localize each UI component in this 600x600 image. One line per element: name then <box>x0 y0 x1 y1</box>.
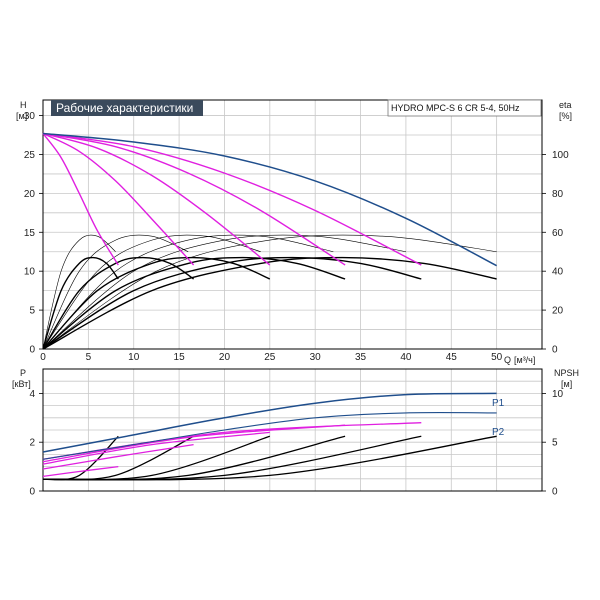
head-axis-label: H <box>20 100 27 110</box>
npsh-axis-unit: [м] <box>561 379 572 389</box>
x-tick-label: 40 <box>400 352 412 363</box>
x-tick-label: 30 <box>310 352 322 363</box>
power-tick-label: 0 <box>29 487 35 498</box>
eta-curve <box>42 256 119 350</box>
x-tick-label: 10 <box>128 352 140 363</box>
eta-curve <box>42 256 271 350</box>
pump-head-curve <box>42 132 271 266</box>
eta-thin-curve <box>42 234 261 350</box>
eta-tick-label: 60 <box>552 228 564 239</box>
x-tick-label: 20 <box>219 352 231 363</box>
head-tick-label: 15 <box>24 228 36 239</box>
power-axis-label: P <box>20 368 26 378</box>
eta-axis-unit: [%] <box>559 111 572 121</box>
eta-thin-curve <box>42 234 189 350</box>
eta-tick-label: 20 <box>552 306 564 317</box>
head-curves <box>42 132 497 350</box>
head-tick-label: 10 <box>24 267 36 278</box>
pump-head-curve <box>42 132 422 266</box>
title-box <box>51 100 203 116</box>
power-curves <box>42 392 497 481</box>
eta-tick-label: 100 <box>552 150 569 161</box>
eta-curve <box>42 256 422 350</box>
chart-title: Рабочие характеристики <box>56 101 193 115</box>
pump-power-curve <box>42 465 119 478</box>
eta-axis-label: eta <box>559 100 572 110</box>
flow-axis-label: Q <box>504 355 511 365</box>
x-tick-label: 35 <box>355 352 367 363</box>
x-tick-label: 50 <box>491 352 503 363</box>
x-tick-label: 45 <box>446 352 458 363</box>
pump-head-curve <box>42 132 346 266</box>
npsh-tick-label: 0 <box>552 487 558 498</box>
head-tick-label: 20 <box>24 189 36 200</box>
eta-curve <box>42 256 497 350</box>
npsh-tick-label: 5 <box>552 438 558 449</box>
model-box <box>387 99 542 117</box>
power-tick-label: 4 <box>29 389 35 400</box>
eta-thin-curve <box>42 234 334 350</box>
p2-power-curve <box>42 411 497 460</box>
flow-axis-unit: [м³/ч] <box>514 355 535 365</box>
head-tick-label: 0 <box>29 345 35 356</box>
x-tick-label: 15 <box>174 352 186 363</box>
head-grid: 0 5 10 15 20 25 30 35 40 45 50 0 5 10 15 20 25 30 0 20 40 60 8… <box>24 99 569 363</box>
p1-label: P1 <box>492 398 505 409</box>
model-label: HYDRO MPC-S 6 CR 5-4, 50Hz <box>391 103 520 113</box>
head-frame <box>42 99 543 350</box>
eta-thin-curve <box>42 234 406 350</box>
max-head-curve <box>42 132 497 267</box>
x-tick-label: 0 <box>40 352 46 363</box>
eta-curve <box>42 256 194 350</box>
power-grid: 0 2 4 0 5 10 <box>29 368 564 498</box>
pump-head-curve <box>42 132 195 266</box>
head-tick-label: 5 <box>29 306 35 317</box>
power-tick-label: 2 <box>29 438 35 449</box>
x-tick-label: 5 <box>86 352 92 363</box>
head-axis-unit: [м] <box>16 111 27 121</box>
power-axis-unit: [кВт] <box>12 379 31 389</box>
pump-power-curve <box>42 431 270 465</box>
power-frame <box>42 368 543 492</box>
p1-power-curve <box>42 392 497 453</box>
eta-tick-label: 80 <box>552 189 564 200</box>
eta-tick-label: 40 <box>552 267 564 278</box>
eta-thin-curve <box>42 234 497 350</box>
x-tick-label: 25 <box>264 352 276 363</box>
p2-label: P2 <box>492 427 505 438</box>
npsh-axis-label: NPSH <box>554 368 579 378</box>
pump-power-curve <box>42 443 194 470</box>
head-tick-label: 30 <box>24 111 36 122</box>
npsh-tick-label: 10 <box>552 389 564 400</box>
head-tick-label: 25 <box>24 150 36 161</box>
eta-curve <box>42 256 346 350</box>
eta-tick-label: 0 <box>552 345 558 356</box>
npsh-curve <box>42 435 497 481</box>
pump-head-curve <box>42 133 119 266</box>
